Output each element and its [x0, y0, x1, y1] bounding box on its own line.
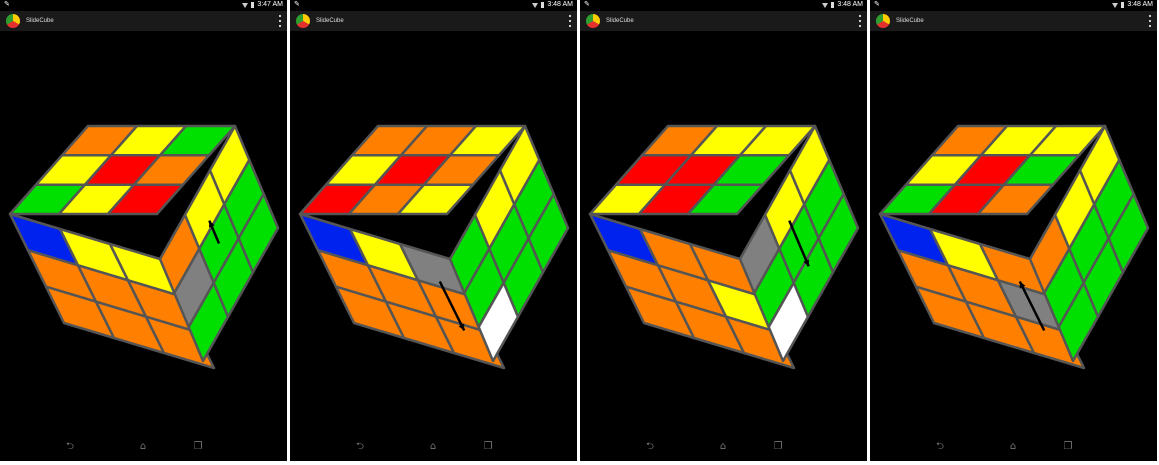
cube-face-right[interactable] — [448, 124, 570, 363]
back-icon[interactable]: ⮌ — [645, 441, 654, 452]
back-icon[interactable]: ⮌ — [65, 441, 74, 452]
status-time: 3:48 AM — [1127, 1, 1153, 8]
cube-sticker-green[interactable] — [527, 192, 570, 274]
app-title: SlideCube — [26, 18, 54, 24]
status-bar: ✎ 3:48 AM — [290, 0, 577, 10]
wifi-icon — [242, 2, 249, 8]
cube-face-front[interactable] — [588, 212, 796, 370]
edit-icon: ✎ — [4, 1, 10, 8]
cube-canvas[interactable] — [870, 31, 1157, 431]
phone-screen-4: ✎ 3:48 AM SlideCube ⮌ ⌂ ❐ — [870, 0, 1157, 461]
status-right: 3:48 AM — [822, 0, 863, 10]
back-icon[interactable]: ⮌ — [355, 441, 364, 452]
navigation-bar: ⮌ ⌂ ❐ — [0, 433, 287, 461]
cube-sticker-green[interactable] — [817, 192, 860, 274]
app-title: SlideCube — [896, 18, 924, 24]
cube-sticker-orange[interactable] — [724, 315, 796, 370]
cube-face-top[interactable] — [298, 124, 527, 216]
battery-icon — [251, 2, 255, 8]
recent-apps-icon[interactable]: ❐ — [193, 441, 203, 452]
action-bar: SlideCube — [0, 11, 287, 31]
wifi-icon — [822, 2, 829, 8]
cube-canvas[interactable] — [580, 31, 867, 431]
overflow-menu-icon[interactable] — [1149, 15, 1151, 27]
status-bar: ✎ 3:48 AM — [580, 0, 867, 10]
phone-screen-1: ✎ 3:47 AM SlideCube ⮌ ⌂ ❐ — [0, 0, 287, 461]
navigation-bar: ⮌ ⌂ ❐ — [290, 433, 577, 461]
cube-sticker-red[interactable] — [106, 183, 185, 216]
action-bar: SlideCube — [870, 11, 1157, 31]
edit-icon: ✎ — [584, 1, 590, 8]
home-icon[interactable]: ⌂ — [1009, 441, 1017, 452]
cube-canvas[interactable] — [290, 31, 577, 431]
phone-screen-2: ✎ 3:48 AM SlideCube ⮌ ⌂ ❐ — [290, 0, 577, 461]
cube-face-front[interactable] — [8, 212, 216, 370]
status-bar: ✎ 3:48 AM — [870, 0, 1157, 10]
wifi-icon — [532, 2, 539, 8]
slide-arrow — [788, 220, 810, 267]
overflow-menu-icon[interactable] — [569, 15, 571, 27]
slide-arrow-head — [1019, 281, 1026, 289]
cube-sticker-orange[interactable] — [144, 315, 216, 370]
cube-sticker-orange[interactable] — [976, 183, 1055, 216]
status-right: 3:47 AM — [242, 0, 283, 10]
recent-apps-icon[interactable]: ❐ — [1063, 441, 1073, 452]
action-bar: SlideCube — [290, 11, 577, 31]
cube-sticker-orange[interactable] — [434, 315, 506, 370]
app-logo-icon — [296, 14, 310, 28]
app-title: SlideCube — [606, 18, 634, 24]
battery-icon — [831, 2, 835, 8]
battery-icon — [1121, 2, 1125, 8]
cube-face-front[interactable] — [298, 212, 506, 370]
wifi-icon — [1112, 2, 1119, 8]
cube-svg[interactable] — [870, 31, 1157, 431]
app-logo-icon — [876, 14, 890, 28]
cube-sticker-yellow[interactable] — [396, 183, 475, 216]
status-time: 3:48 AM — [547, 1, 573, 8]
cube-face-top[interactable] — [8, 124, 237, 216]
cube-sticker-green[interactable] — [237, 192, 280, 274]
status-time: 3:48 AM — [837, 1, 863, 8]
app-logo-icon — [6, 14, 20, 28]
app-title: SlideCube — [316, 18, 344, 24]
navigation-bar: ⮌ ⌂ ❐ — [580, 433, 867, 461]
cube-canvas[interactable] — [0, 31, 287, 431]
slide-arrow-head — [458, 323, 465, 331]
slide-arrow — [438, 280, 466, 332]
home-icon[interactable]: ⌂ — [139, 441, 147, 452]
cube-sticker-green[interactable] — [686, 183, 765, 216]
overflow-menu-icon[interactable] — [279, 15, 281, 27]
status-bar: ✎ 3:47 AM — [0, 0, 287, 10]
home-icon[interactable]: ⌂ — [719, 441, 727, 452]
cube-face-top[interactable] — [588, 124, 817, 216]
app-logo-icon — [586, 14, 600, 28]
status-time: 3:47 AM — [257, 1, 283, 8]
cube-face-right[interactable] — [1028, 124, 1150, 363]
cube-svg[interactable] — [580, 31, 867, 431]
cube-sticker-green[interactable] — [1107, 192, 1150, 274]
recent-apps-icon[interactable]: ❐ — [483, 441, 493, 452]
status-right: 3:48 AM — [1112, 0, 1153, 10]
slide-arrow-head — [209, 220, 215, 228]
cube-svg[interactable] — [290, 31, 577, 431]
cube-face-top[interactable] — [878, 124, 1107, 216]
cube-face-right[interactable] — [158, 124, 280, 363]
recent-apps-icon[interactable]: ❐ — [773, 441, 783, 452]
home-icon[interactable]: ⌂ — [429, 441, 437, 452]
cube-svg[interactable] — [0, 31, 287, 431]
edit-icon: ✎ — [294, 1, 300, 8]
battery-icon — [541, 2, 545, 8]
back-icon[interactable]: ⮌ — [935, 441, 944, 452]
cube-sticker-orange[interactable] — [1014, 315, 1086, 370]
navigation-bar: ⮌ ⌂ ❐ — [870, 433, 1157, 461]
action-bar: SlideCube — [580, 11, 867, 31]
slide-arrow — [1018, 280, 1046, 332]
edit-icon: ✎ — [874, 1, 880, 8]
overflow-menu-icon[interactable] — [859, 15, 861, 27]
status-right: 3:48 AM — [532, 0, 573, 10]
phone-screen-3: ✎ 3:48 AM SlideCube ⮌ ⌂ ❐ — [580, 0, 867, 461]
slide-arrow-head — [803, 259, 809, 267]
cube-face-right[interactable] — [738, 124, 860, 363]
